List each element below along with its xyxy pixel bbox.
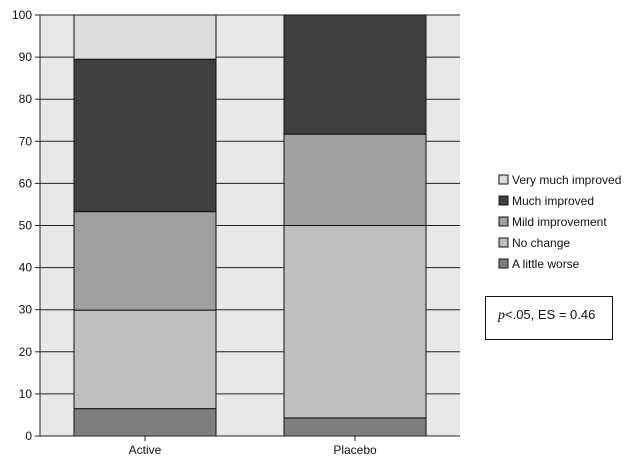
stats-annotation-box: p<.05, ES = 0.46: [485, 296, 613, 340]
bar-segment: [73, 309, 217, 410]
y-tick-label: 80: [19, 92, 33, 106]
bar-segment: [283, 14, 427, 135]
x-tick-label: Active: [129, 443, 162, 457]
legend-label: No change: [512, 236, 570, 250]
bar-segment: [283, 417, 427, 437]
y-tick-label: 0: [25, 429, 32, 443]
p-symbol: p: [498, 308, 505, 323]
legend-label: Very much improved: [512, 173, 621, 187]
bar-segment: [283, 133, 427, 227]
stats-annotation-text: <.05, ES = 0.46: [505, 307, 596, 322]
legend-swatch: [498, 174, 509, 185]
y-tick-labels: 0 10 20 30 40 50 60 70 80 90 100: [12, 8, 32, 443]
bars: [73, 14, 427, 437]
x-tick-label: Placebo: [333, 443, 377, 457]
legend-swatch: [498, 216, 509, 227]
legend-swatch: [498, 237, 509, 248]
legend-label: Mild improvement: [512, 215, 607, 229]
y-tick-label: 90: [19, 50, 33, 64]
y-tick-label: 10: [19, 387, 33, 401]
y-tick-label: 100: [12, 8, 32, 22]
bar-segment: [73, 408, 217, 437]
y-tick-label: 60: [19, 176, 33, 190]
y-tick-label: 50: [19, 219, 33, 233]
bar-segment: [73, 211, 217, 311]
legend-label: Much improved: [512, 194, 594, 208]
y-tick-label: 70: [19, 134, 33, 148]
axes: [39, 15, 460, 437]
legend-swatch: [498, 195, 509, 206]
legend-swatch: [498, 258, 509, 269]
y-tick-label: 20: [19, 345, 33, 359]
legend-label: A little worse: [512, 257, 580, 271]
y-tick-label: 30: [19, 303, 33, 317]
legend: Very much improved Much improved Mild impr…: [498, 173, 621, 271]
y-tick-label: 40: [19, 261, 33, 275]
bar-segment: [73, 58, 217, 213]
bar-segment: [283, 225, 427, 419]
x-tick-labels: Active Placebo: [129, 436, 377, 457]
bar-segment: [73, 14, 217, 60]
